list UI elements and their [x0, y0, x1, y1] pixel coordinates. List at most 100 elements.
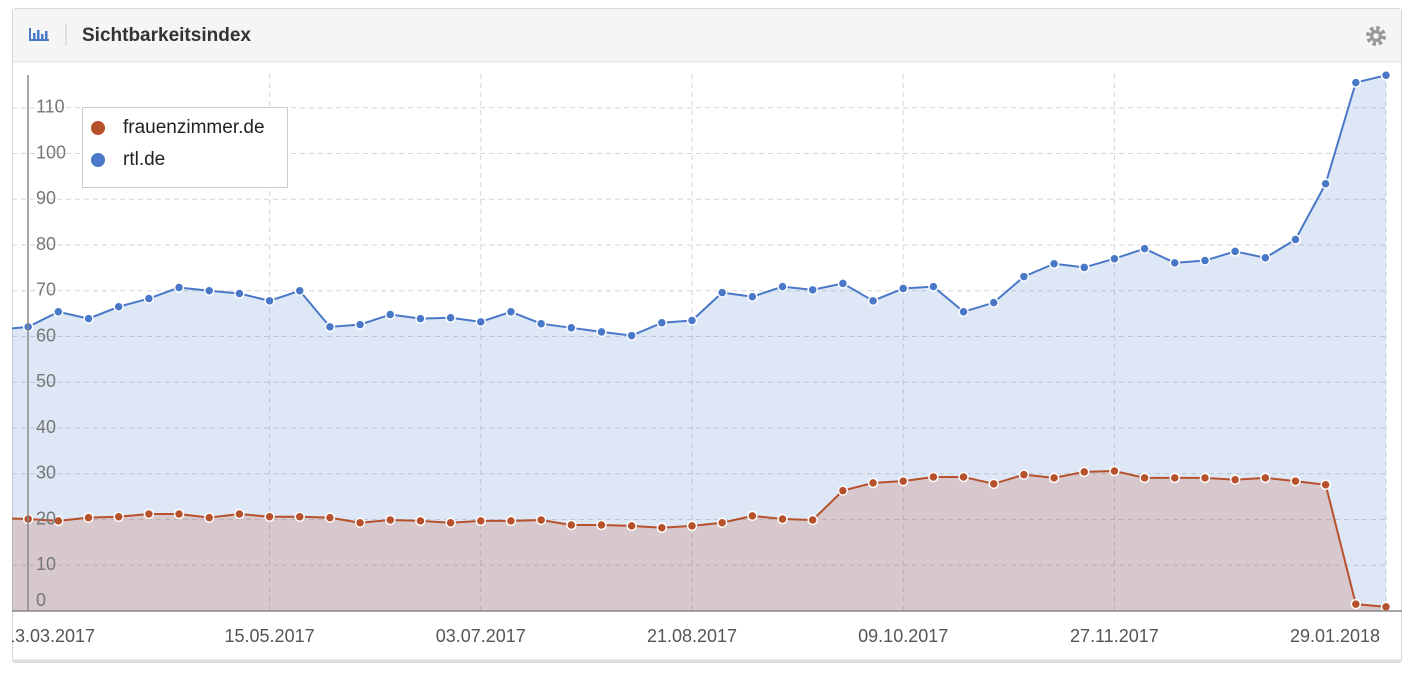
data-point [1290, 475, 1301, 487]
data-point [596, 519, 607, 531]
data-point [1380, 70, 1392, 81]
data-point [505, 515, 517, 527]
data-point [1139, 243, 1150, 254]
data-point [686, 315, 698, 326]
y-tick-label: 90 [36, 188, 56, 208]
data-point [596, 326, 607, 338]
data-point [1350, 598, 1362, 610]
data-point [445, 517, 456, 528]
x-tick-label: 09.10.2017 [858, 626, 948, 646]
data-point [415, 515, 426, 527]
data-point [686, 520, 698, 532]
y-tick-label: 80 [36, 234, 56, 254]
data-point [1290, 234, 1301, 245]
data-point [1229, 246, 1241, 257]
data-point [1079, 262, 1090, 273]
data-point [354, 319, 366, 330]
y-tick-label: 110 [36, 97, 65, 117]
data-point [566, 519, 577, 531]
legend: frauenzimmer.de rtl.de [82, 107, 288, 188]
legend-marker [91, 153, 105, 167]
data-point [566, 322, 577, 334]
legend-box [82, 107, 288, 188]
data-point [264, 295, 275, 307]
x-tick-label: 29.01.2018 [1290, 626, 1380, 646]
data-point [264, 511, 275, 523]
data-point [656, 522, 668, 533]
data-point [988, 478, 999, 490]
data-point [1048, 258, 1060, 270]
data-point [83, 313, 94, 324]
data-point [1229, 474, 1241, 485]
data-point [203, 512, 215, 523]
y-tick-label: 100 [36, 142, 66, 162]
data-point [415, 313, 426, 324]
data-point [1350, 77, 1362, 88]
data-point [324, 321, 336, 333]
series-area [12, 471, 1386, 611]
data-point [475, 515, 487, 527]
x-tick-label: 21.08.2017 [647, 626, 737, 646]
data-point [113, 511, 124, 523]
data-point [324, 512, 336, 523]
data-point [716, 517, 728, 528]
data-point [53, 515, 64, 527]
data-point [1079, 466, 1090, 478]
data-point [958, 471, 969, 483]
data-point [867, 295, 879, 307]
data-point [928, 471, 939, 483]
data-point [234, 288, 245, 299]
y-tick-label: 0 [36, 590, 46, 610]
data-point [1380, 601, 1392, 612]
data-point [897, 283, 909, 294]
data-point [1320, 479, 1331, 490]
data-point [626, 330, 637, 341]
data-point [747, 291, 758, 302]
data-point [0, 325, 3, 334]
data-point [626, 520, 637, 532]
data-point [294, 511, 305, 523]
data-point [535, 318, 547, 329]
data-point [867, 477, 879, 489]
data-point [445, 312, 456, 323]
y-tick-label: 70 [36, 280, 56, 300]
data-point [1320, 178, 1331, 189]
data-point [505, 306, 517, 318]
data-point [385, 309, 396, 320]
data-point [535, 514, 547, 526]
plot-area [0, 70, 1392, 612]
data-point [234, 508, 245, 520]
data-point [53, 306, 64, 318]
legend-label: rtl.de [123, 149, 165, 170]
data-point [83, 512, 94, 523]
data-point [143, 293, 155, 304]
y-tick-label: 60 [36, 325, 56, 345]
data-point [1199, 255, 1211, 266]
axes: 0 10 20 30 40 50 60 70 80 90 100 110 [12, 75, 1402, 612]
data-point [897, 475, 909, 487]
data-point [1260, 472, 1271, 484]
data-point [0, 514, 3, 523]
data-point [173, 508, 185, 520]
x-tick-label: 27.11.2017 [1070, 626, 1159, 646]
settings-icon[interactable] [1366, 26, 1386, 46]
data-point [807, 284, 818, 296]
data-point [928, 281, 939, 292]
data-point [1018, 469, 1030, 480]
x-tick-label: 15.05.2017 [225, 626, 315, 646]
data-point [354, 517, 366, 528]
data-point [1018, 271, 1030, 282]
data-point [1199, 472, 1211, 484]
legend-marker [91, 121, 105, 135]
panel-header [13, 9, 1401, 62]
chart-icon[interactable] [29, 28, 49, 41]
data-point [777, 281, 788, 292]
data-point [777, 513, 788, 525]
data-point [656, 317, 668, 329]
data-point [203, 285, 215, 296]
y-tick-label: 10 [36, 554, 56, 574]
data-point [1169, 257, 1181, 269]
chart-title: Sichtbarkeitsindex [82, 25, 251, 46]
data-point [173, 282, 185, 293]
data-point [1169, 472, 1181, 484]
